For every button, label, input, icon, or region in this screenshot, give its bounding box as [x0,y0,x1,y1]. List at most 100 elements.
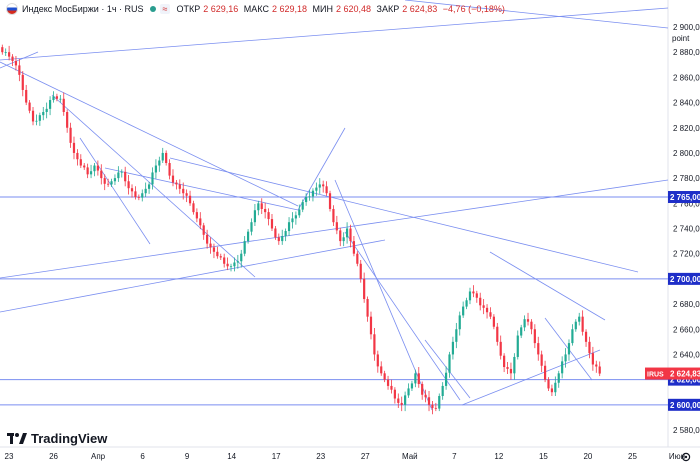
candle-body [130,188,134,192]
candle-body [513,356,516,374]
candle-body [86,167,89,175]
candle-body [352,241,356,254]
time-tick-label: 6 [140,452,145,461]
open-value: 2 629,16 [203,4,239,14]
candle-body [554,382,557,393]
candle-body [246,231,250,242]
candle-body [76,152,79,160]
candle-body [499,341,502,356]
candle-body [69,127,72,143]
candle-body [298,209,301,216]
candle-body [206,234,209,244]
compare-badge[interactable]: ≈ [159,4,171,14]
russia-flag-icon [6,3,18,15]
time-tick-label: 9 [185,452,190,461]
gear-icon[interactable] [681,452,691,462]
candle-body [526,319,530,322]
candle-body [11,56,14,62]
low-value: 2 620,48 [335,4,372,14]
candle-body [236,261,239,263]
candle-body [345,228,349,238]
candle-body [547,379,550,389]
candle-body [281,236,284,242]
candle-body [584,331,588,342]
candle-body [216,251,219,257]
candle-body [93,165,96,172]
symbol-title[interactable]: Индекс МосБиржи · 1ч · RUS [22,4,144,14]
candle-body [424,394,427,398]
candle-body [35,120,38,122]
time-tick-label: 27 [361,452,370,461]
candle-body [301,202,304,210]
candle-body [107,183,110,185]
candle-body [83,165,86,168]
candle-body [182,188,185,194]
candle-body [161,152,164,161]
candle-body [581,316,584,332]
candle-body [591,353,594,365]
price-tick-label: 2 680,00 [673,300,700,309]
candle-body [571,329,574,344]
candle-body [66,112,69,128]
candle-body [127,181,130,189]
candle-body [62,98,65,113]
candle-body [363,278,366,300]
candle-body [274,228,277,238]
time-tick-label: 26 [49,452,58,461]
level-tag [668,398,700,411]
time-tick-label: 14 [227,452,236,461]
time-tick-label: 20 [583,452,592,461]
candle-body [199,218,202,226]
candle-body [468,291,472,301]
candle-body [31,110,35,122]
candle-body [356,253,359,264]
candle-body [28,102,31,111]
candle-body [59,98,62,100]
candle-body [188,195,192,204]
level-tag-label: 2 700,00 [670,275,700,284]
candle-body [294,215,297,219]
candle-body [311,190,315,197]
candle-body [178,184,181,189]
price-unit: point [672,34,690,43]
current-price-tag [668,367,700,380]
candle-body [284,231,287,237]
trend-line [0,239,386,313]
candle-body [335,222,338,231]
candle-body [376,354,379,367]
price-tick-label: 2 660,00 [673,325,700,334]
candle-body [339,230,342,242]
candle-body [359,263,362,279]
candle-body [195,212,198,219]
candle-body [137,197,140,198]
candle-body [393,389,396,399]
high-label: МАКС [243,4,269,14]
close-label: ЗАКР [376,4,400,14]
candle-body [455,329,458,342]
candle-body [567,343,571,355]
time-tick-label: Апр [91,452,106,461]
candle-body [14,61,18,66]
candle-body [595,364,598,367]
candle-body [168,163,171,176]
market-status-icon [149,6,156,12]
candle-body [506,367,509,369]
candle-body [410,383,414,389]
tradingview-logo[interactable]: TradingView [7,431,107,446]
candle-body [257,203,260,211]
candle-body [543,365,547,380]
candle-body [233,262,236,267]
candle-body [45,108,48,113]
candle-body [561,361,564,374]
candle-body [451,341,455,355]
candle-body [223,257,226,264]
candle-body [1,47,4,53]
high-value: 2 629,18 [271,4,307,14]
candle-body [267,212,270,220]
price-tick-label: 2 580,00 [673,426,700,435]
level-tag-label: 2 765,00 [670,193,700,202]
brand-name: TradingView [31,431,108,446]
candle-body [417,373,420,385]
candle-body [21,74,24,90]
